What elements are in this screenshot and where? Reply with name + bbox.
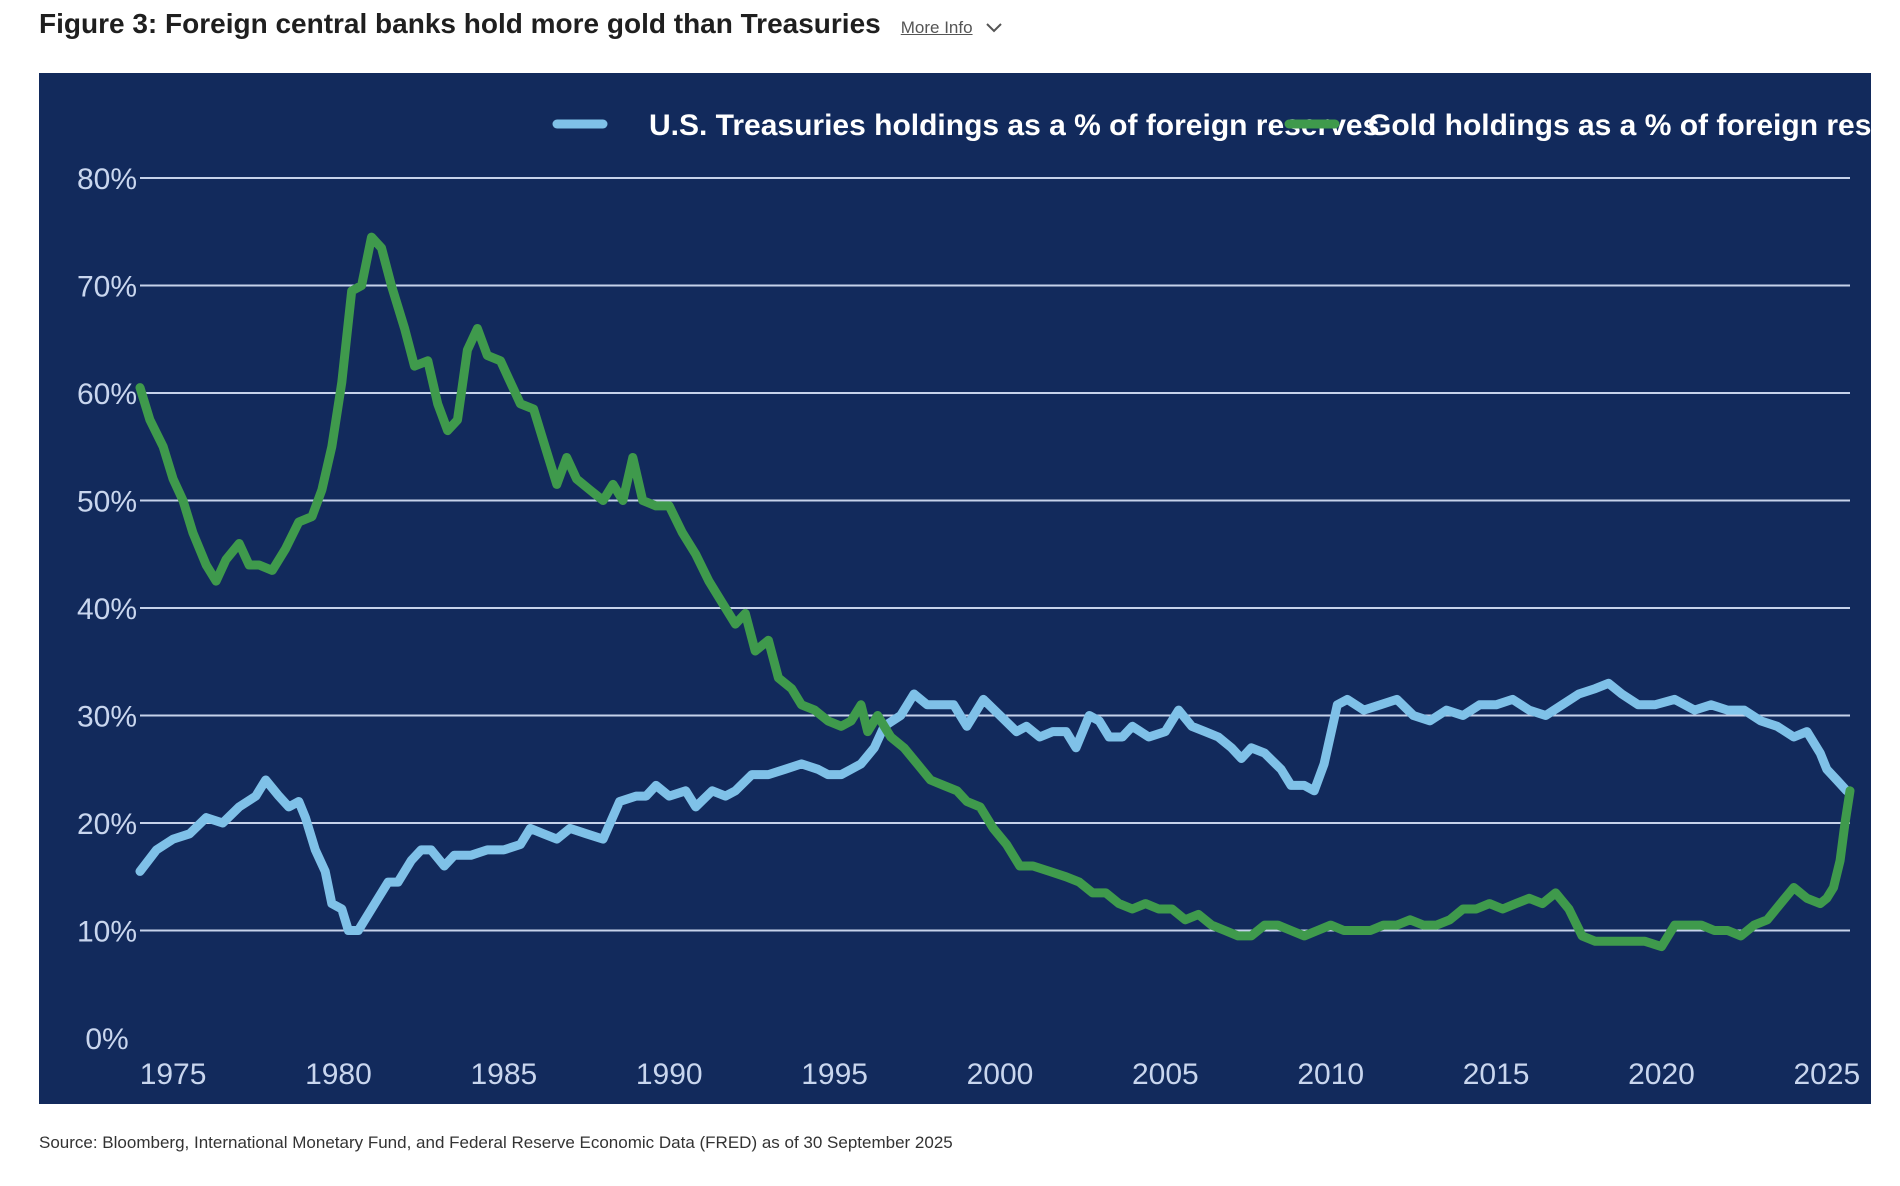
legend-label: U.S. Treasuries holdings as a % of forei… — [649, 109, 1379, 142]
x-tick-label: 1975 — [140, 1058, 207, 1091]
y-tick-label: 60% — [77, 378, 137, 411]
y-axis-tick-labels: 0% 10% 20% 30% 40% 50% 60% 70% 80% — [77, 163, 137, 1056]
line-chart: 0%10%20%30%40%50%60%70%80% 1975 1980 1985 1… — [77, 109, 1871, 1091]
legend-label: Gold holdings as a % of foreign reserves — [1368, 109, 1871, 142]
y-tick-label: 40% — [77, 593, 137, 626]
x-tick-label: 2025 — [1793, 1058, 1860, 1091]
chart-panel: 0% 10% 20% 30% 40% 50% 60% 70% 80% 1975 1980 1985 1… — [39, 73, 1871, 1104]
x-tick-label: 2000 — [967, 1058, 1034, 1091]
x-tick-label: 2015 — [1463, 1058, 1530, 1091]
chart-header: Figure 3: Foreign central banks hold mor… — [39, 8, 1003, 40]
more-info-label[interactable]: More Info — [900, 18, 973, 37]
x-tick-label: 2005 — [1132, 1058, 1199, 1091]
treasuries-series-line — [135, 678, 1852, 935]
x-tick-label: 2020 — [1628, 1058, 1695, 1091]
x-axis-tick-labels: 1975 1980 1985 1990 1995 2000 2005 2010 2015 2020… — [140, 1058, 1861, 1091]
chart-title: Figure 3: Foreign central banks hold mor… — [39, 8, 881, 39]
chart-legend: U.S. Treasuries holdings as a % of forei… — [552, 109, 1871, 142]
chevron-down-icon[interactable] — [985, 22, 1003, 34]
y-tick-label: 10% — [77, 916, 137, 949]
y-tick-label: 80% — [77, 163, 137, 196]
gold-series-line — [135, 232, 1855, 952]
legend-item-treasuries: U.S. Treasuries holdings as a % of forei… — [552, 109, 1379, 142]
x-tick-label: 1990 — [636, 1058, 703, 1091]
x-tick-label: 1980 — [305, 1058, 372, 1091]
x-tick-label: 1985 — [470, 1058, 537, 1091]
x-tick-label: 1995 — [801, 1058, 868, 1091]
y-tick-label: 50% — [77, 486, 137, 519]
legend-item-gold: Gold holdings as a % of foreign reserves — [1284, 109, 1871, 142]
y-tick-label: 0% — [85, 1023, 128, 1056]
y-tick-label: 30% — [77, 701, 137, 734]
more-info-toggle[interactable]: More Info — [901, 18, 1003, 38]
y-tick-label: 20% — [77, 808, 137, 841]
y-tick-label: 70% — [77, 271, 137, 304]
source-note: Source: Bloomberg, International Monetar… — [39, 1133, 953, 1152]
x-tick-label: 2010 — [1297, 1058, 1364, 1091]
series-lines — [135, 232, 1855, 952]
